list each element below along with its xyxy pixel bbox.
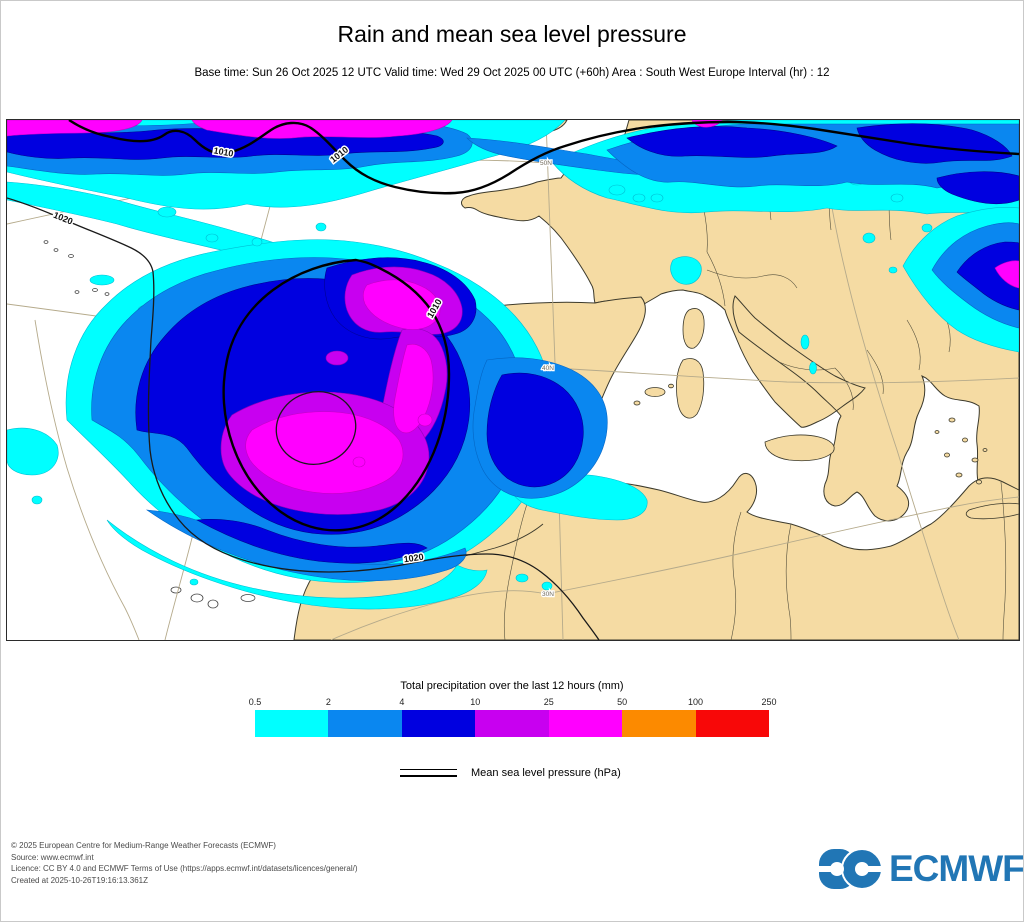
land-masses	[43, 120, 1019, 640]
contour-label: 1020	[403, 552, 424, 565]
colorbar-cell	[548, 710, 623, 737]
subtitle: Base time: Sun 26 Oct 2025 12 UTC Valid …	[194, 67, 830, 79]
footer-created: Created at 2025-10-26T19:16:13.361Z	[11, 875, 148, 885]
precip-layer-magenta	[7, 120, 1019, 494]
latitude-label: 50N	[540, 160, 552, 167]
pressure-line-swatch	[400, 769, 457, 777]
colorbar-tick: 250	[761, 697, 777, 707]
colorbar-tick: 10	[470, 697, 481, 707]
colorbar-tick: 100	[688, 697, 704, 707]
colorbar-tick: 0.5	[248, 697, 262, 707]
colorbar-cell	[328, 710, 402, 737]
precip-legend-title: Total precipitation over the last 12 hou…	[400, 680, 624, 692]
page-title: Rain and mean sea level pressure	[337, 21, 687, 47]
colorbar-cell	[401, 710, 476, 737]
colorbar-cell	[622, 710, 696, 737]
colorbar-tick: 25	[543, 697, 554, 707]
weather-map: 1010 1010 1010 1020 1020 50N 40N 30N	[6, 119, 1020, 641]
ecmwf-emblem-icon	[819, 848, 883, 890]
colorbar-cell	[255, 710, 329, 737]
pressure-contours	[7, 120, 1019, 640]
latitude-label: 40N	[542, 365, 554, 372]
pressure-legend-label: Mean sea level pressure (hPa)	[471, 767, 621, 779]
colorbar-cell	[695, 710, 769, 737]
pressure-legend: Mean sea level pressure (hPa)	[400, 761, 621, 785]
footer-licence: Licence: CC BY 4.0 and ECMWF Terms of Us…	[11, 864, 358, 873]
colorbar-cell	[475, 710, 549, 737]
colorbar-tick: 4	[399, 697, 405, 707]
footer-copyright: © 2025 European Centre for Medium-Range …	[11, 841, 276, 850]
ecmwf-logo: ECMWF	[819, 846, 1024, 892]
precip-colorbar-wrap: 0.5 2 4 10 25 50 100 250	[249, 697, 777, 739]
latitude-label: 30N	[542, 591, 554, 598]
colorbar-ticks: 0.5 2 4 10 25 50 100 250	[249, 697, 777, 710]
ecmwf-logo-text: ECMWF	[889, 848, 1024, 889]
footer: © 2025 European Centre for Medium-Range …	[11, 840, 358, 886]
colorbar-tick: 50	[617, 697, 628, 707]
footer-source: Source: www.ecmwf.int	[11, 852, 94, 862]
colorbar	[255, 710, 769, 737]
colorbar-tick: 2	[325, 697, 331, 707]
